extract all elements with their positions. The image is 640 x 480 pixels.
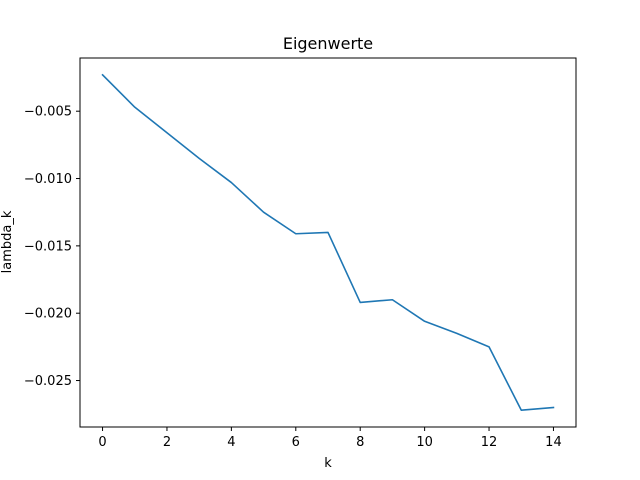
x-tick-label: 12 [481,435,498,450]
plot-area [79,57,577,428]
x-tick-label: 6 [292,435,300,450]
x-tick-label: 14 [545,435,562,450]
series-group [101,73,555,411]
chart-title: Eigenwerte [283,34,373,53]
x-tick-label: 4 [227,435,235,450]
x-axis-label: k [324,456,332,471]
x-tick-label: 0 [98,435,106,450]
series-line [101,73,555,411]
x-tick-label: 10 [416,435,433,450]
y-axis-label: lambda_k [0,210,15,273]
y-tick-label: −0.010 [24,172,72,187]
x-tick-label: 8 [356,435,364,450]
y-tick-label: −0.005 [24,105,72,120]
x-axis: 0 2 4 6 8 10 12 14 [98,427,562,450]
y-tick-label: −0.025 [24,374,72,389]
y-axis: −0.005 −0.010 −0.015 −0.020 −0.025 [24,105,80,389]
y-tick-label: −0.015 [24,239,72,254]
x-tick-label: 2 [163,435,171,450]
axes-frame [79,57,577,428]
y-tick-label: −0.020 [24,307,72,322]
